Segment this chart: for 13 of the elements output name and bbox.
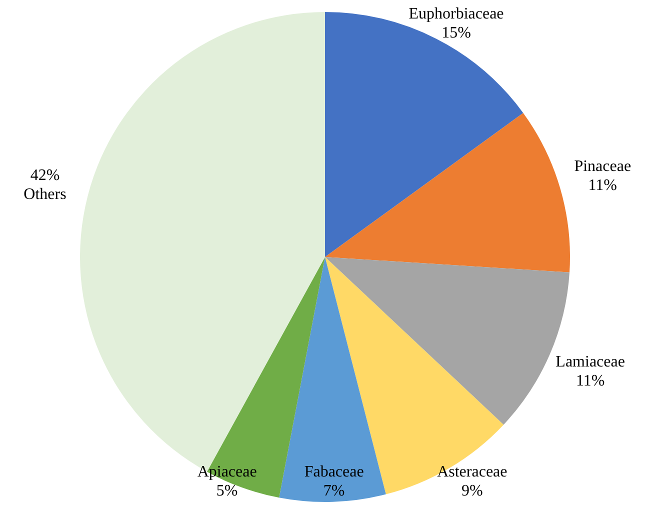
slice-label: Others — [24, 186, 66, 203]
slice-label: Lamiaceae — [556, 354, 625, 371]
data-label: 42% — [30, 166, 60, 184]
data-label: 11% — [576, 372, 605, 390]
slice-label: Euphorbiaceae — [408, 6, 504, 23]
data-label: 11% — [588, 177, 617, 194]
slice-label: Pinaceae — [574, 158, 632, 176]
slice-label: Fabaceae — [304, 464, 364, 481]
data-label: 9% — [462, 482, 483, 500]
data-label: 7% — [323, 482, 345, 500]
data-label: 15% — [442, 24, 471, 42]
data-label: 5% — [216, 482, 238, 500]
slice-label: Asteraceae — [437, 464, 508, 481]
